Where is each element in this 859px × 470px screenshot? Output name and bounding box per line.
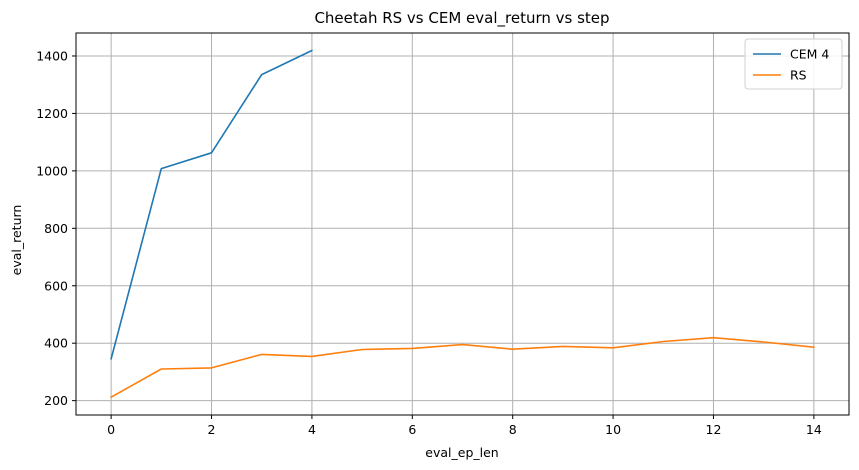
- x-tick-label: 14: [806, 422, 822, 437]
- series-line-1: [110, 336, 815, 399]
- y-tick-label: 1000: [36, 163, 68, 178]
- y-tick-label: 600: [44, 278, 68, 293]
- y-tick-label: 1400: [36, 48, 68, 63]
- legend-box: [744, 38, 843, 90]
- x-axis-ticks: 0 2 4 6 8 10 12 14: [107, 415, 822, 437]
- y-tick-label: 800: [44, 221, 68, 236]
- series-line-0: [110, 49, 313, 360]
- x-tick-label: 2: [208, 422, 216, 437]
- x-tick-label: 10: [605, 422, 621, 437]
- legend-label-0: CEM 4: [790, 47, 829, 62]
- y-tick-label: 1200: [36, 106, 68, 121]
- chart-title: Cheetah RS vs CEM eval_return vs step: [314, 9, 609, 28]
- x-tick-label: 4: [308, 422, 316, 437]
- y-tick-label: 400: [44, 336, 68, 351]
- x-axis-label: eval_ep_len: [425, 445, 498, 460]
- y-axis-ticks: 200 400 600 800 1000 1200 1400: [36, 48, 76, 408]
- grid: [76, 33, 849, 415]
- plot-frame: [75, 32, 850, 416]
- series-lines: [110, 49, 815, 399]
- legend: CEM 4 RS: [744, 38, 843, 90]
- y-tick-label: 200: [44, 393, 68, 408]
- y-axis-label: eval_return: [9, 205, 24, 276]
- x-tick-label: 8: [509, 422, 517, 437]
- x-tick-label: 0: [107, 422, 115, 437]
- legend-label-1: RS: [790, 68, 807, 83]
- x-tick-label: 12: [706, 422, 722, 437]
- x-tick-label: 6: [408, 422, 416, 437]
